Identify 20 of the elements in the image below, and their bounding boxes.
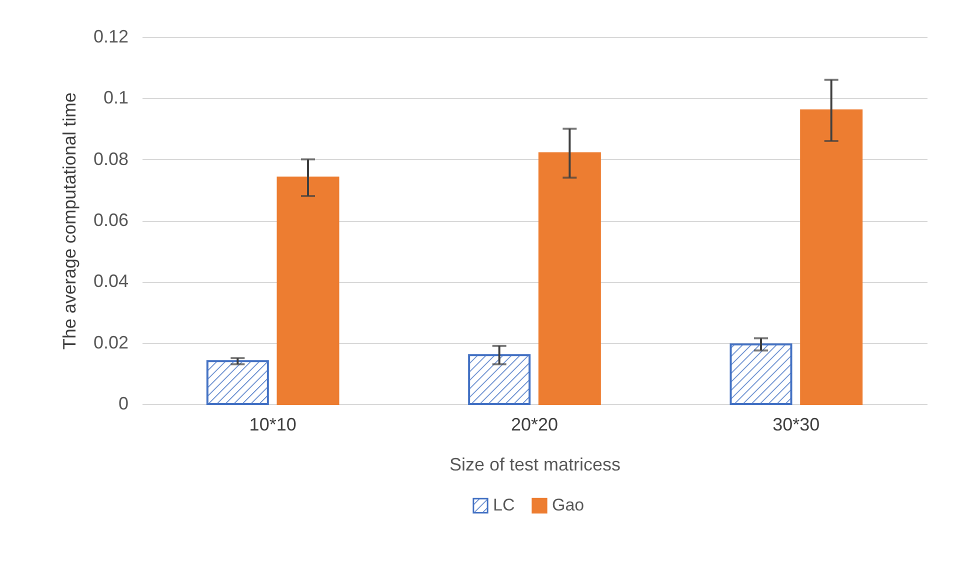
x-tick-label: 20*20 <box>510 414 558 434</box>
bar <box>730 343 792 405</box>
bar <box>276 176 340 405</box>
y-tick-label: 0.1 <box>103 88 128 108</box>
bar <box>538 152 601 405</box>
bar <box>468 354 531 405</box>
x-tick-label: 10*10 <box>249 414 296 434</box>
bar <box>206 360 269 405</box>
y-axis-title: The average computational time <box>59 92 80 350</box>
x-axis-title: Size of test matricess <box>449 454 621 474</box>
x-tick-label: 30*30 <box>772 414 820 434</box>
y-tick-label: 0.02 <box>93 332 128 352</box>
y-tick-label: 0.06 <box>93 210 128 230</box>
y-tick-label: 0.08 <box>93 148 128 169</box>
legend-label: Gao <box>552 496 584 515</box>
legend-label: LC <box>493 496 515 515</box>
bar <box>800 109 863 405</box>
y-tick-label: 0.04 <box>93 271 128 292</box>
y-tick-label: 0.12 <box>93 26 128 46</box>
y-tick-label: 0 <box>118 394 128 414</box>
